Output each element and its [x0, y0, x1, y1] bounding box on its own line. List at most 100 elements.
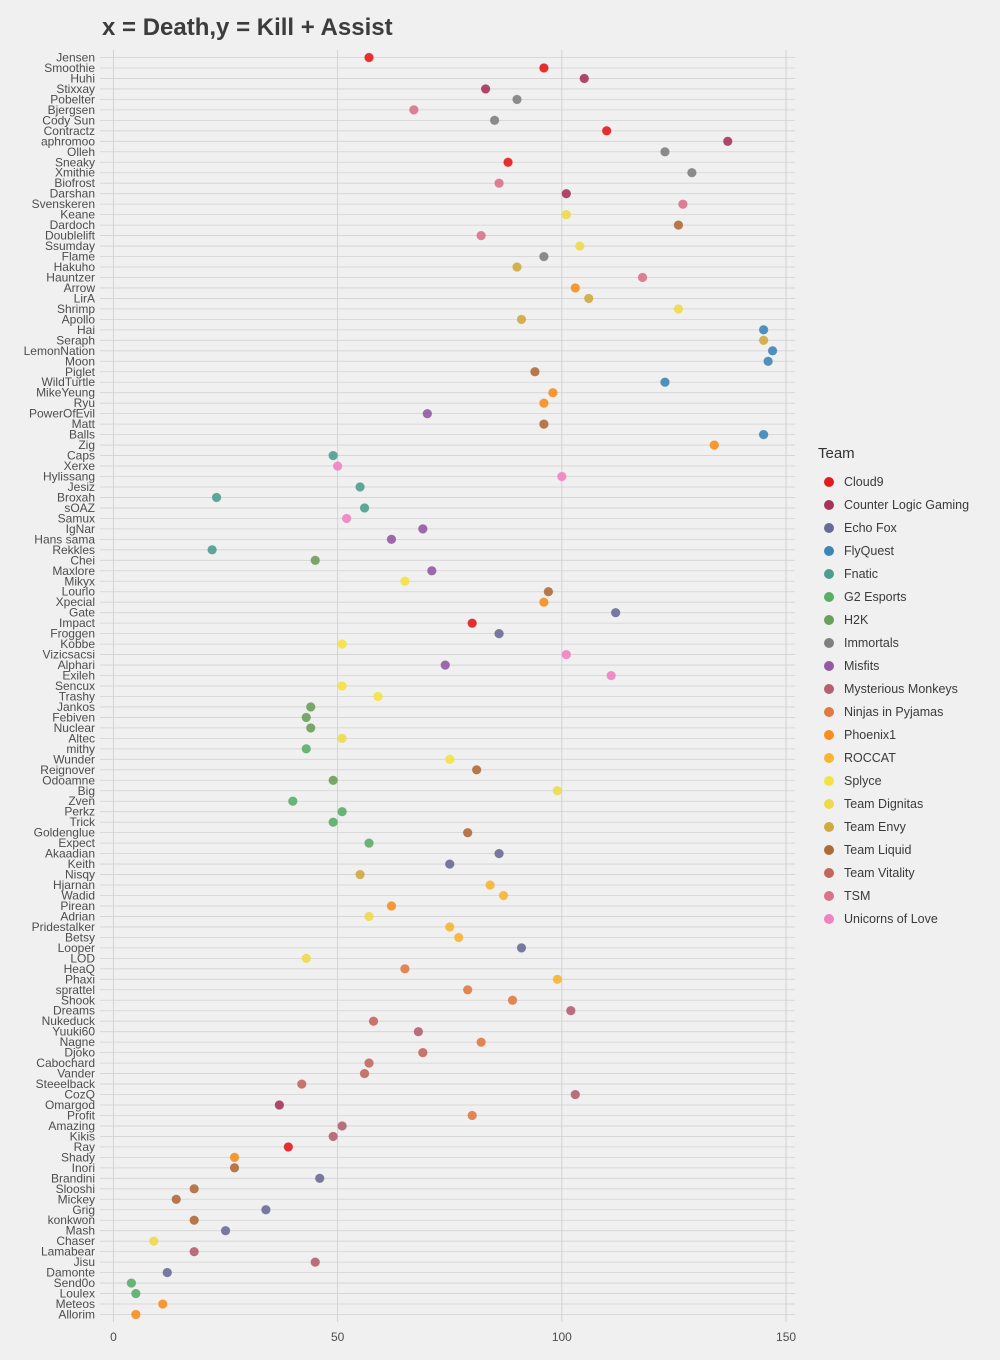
y-tick-label-wadid: Wadid: [61, 889, 95, 903]
y-tick-label-mithy: mithy: [66, 742, 95, 756]
y-tick-label-smoothie: Smoothie: [44, 61, 95, 75]
point-pobelter: [512, 94, 522, 105]
y-tick-label-reignover: Reignover: [40, 763, 95, 777]
point-betsy: [454, 932, 464, 943]
legend-item-immortals: Immortals: [818, 631, 969, 654]
point-lemonnation: [767, 346, 778, 356]
y-tick-label-maxlore: Maxlore: [52, 564, 95, 578]
legend-item-counter-logic-gaming: Counter Logic Gaming: [818, 493, 969, 516]
point-konkwon: [189, 1215, 199, 1225]
y-tick-label-vizicsacsi: Vizicsacsi: [43, 648, 95, 662]
y-tick-label-cabochard: Cabochard: [36, 1056, 95, 1070]
legend-label: Mysterious Monkeys: [844, 681, 958, 696]
legend-label: Team Vitality: [844, 865, 915, 880]
y-tick-label-sneaky: Sneaky: [55, 155, 95, 169]
point-hans-sama: [386, 534, 397, 545]
y-tick-label-wunder: Wunder: [53, 752, 95, 766]
y-tick-label-caps: Caps: [67, 449, 95, 463]
point-mikeyeung: [548, 388, 558, 398]
y-tick-label-zven: Zven: [68, 794, 95, 808]
y-tick-label-lamabear: Lamabear: [41, 1245, 95, 1259]
legend-swatch: [824, 660, 834, 671]
legend-swatch: [824, 775, 834, 786]
legend-label: Team Liquid: [844, 842, 912, 857]
legend-item-phoenix1: Phoenix1: [818, 723, 969, 746]
point-samux: [341, 513, 352, 524]
point-exileh: [606, 670, 616, 681]
point-svenskeren: [678, 199, 688, 209]
y-tick-label-kobbe: Kobbe: [60, 637, 95, 651]
y-tick-label-damonte: Damonte: [46, 1266, 95, 1280]
y-tick-label-steeelback: Steeelback: [36, 1077, 96, 1091]
y-tick-label-exileh: Exileh: [62, 669, 95, 683]
y-tick-label-sprattel: sprattel: [56, 983, 95, 997]
point-ssumday: [575, 241, 585, 251]
point-ignar: [418, 524, 428, 534]
y-tick-label-darshan: Darshan: [50, 187, 95, 201]
y-tick-label-hjarnan: Hjarnan: [53, 878, 95, 892]
legend-item-team-dignitas: Team Dignitas: [818, 792, 969, 815]
point-impact: [467, 618, 477, 628]
legend-item-g2-esports: G2 Esports: [818, 585, 969, 608]
point-akaadian: [494, 848, 504, 859]
point-chei: [310, 555, 320, 566]
point-odoamne: [328, 775, 338, 785]
legend-item-team-vitality: Team Vitality: [818, 861, 969, 884]
point-nuclear: [306, 723, 316, 733]
point-pirean: [386, 901, 397, 911]
y-tick-label-yuuki60: Yuuki60: [52, 1025, 95, 1039]
y-tick-label-pobelter: Pobelter: [50, 92, 95, 106]
y-tick-label-loulex: Loulex: [60, 1287, 95, 1301]
y-tick-label-gate: Gate: [69, 606, 95, 620]
y-tick-label-lira: LirA: [74, 291, 95, 305]
y-tick-label-febiven: Febiven: [52, 710, 95, 724]
point-keane: [561, 209, 572, 220]
legend-label: Team Envy: [844, 819, 906, 834]
point-lourlo: [543, 587, 554, 597]
legend-items: Cloud9 Counter Logic Gaming Echo Fox FlyQue…: [818, 470, 969, 930]
y-tick-label-balls: Balls: [69, 428, 95, 442]
point-froggen: [494, 628, 504, 639]
y-tick-label-goldenglue: Goldenglue: [34, 826, 96, 840]
legend-label: H2K: [844, 612, 869, 627]
point-zven: [288, 796, 298, 806]
legend-item-cloud9: Cloud9: [818, 470, 969, 493]
point-seraph: [758, 335, 769, 346]
legend-label: Immortals: [844, 635, 899, 650]
point-hauntzer: [637, 272, 648, 283]
point-olleh: [660, 147, 670, 157]
y-tick-label-grig: Grig: [72, 1203, 95, 1217]
y-tick-label-keith: Keith: [68, 857, 95, 871]
point-stixxay: [480, 84, 491, 94]
legend-item-mysterious-monkeys: Mysterious Monkeys: [818, 677, 969, 700]
y-tick-label-froggen: Froggen: [50, 627, 95, 641]
point-wunder: [445, 754, 455, 765]
y-tick-label-cody-sun: Cody Sun: [42, 113, 95, 127]
y-tick-label-piglet: Piglet: [65, 365, 96, 379]
point-profit: [467, 1110, 477, 1121]
y-tick-label-altec: Altec: [68, 731, 95, 745]
y-tick-label-dardoch: Dardoch: [50, 218, 95, 232]
x-tick-label: 150: [776, 1330, 796, 1344]
point-mikyx: [400, 576, 410, 586]
point-matt: [539, 419, 549, 429]
point-trashy: [373, 691, 383, 702]
y-tick-label-akaadian: Akaadian: [45, 847, 95, 861]
point-febiven: [301, 712, 311, 723]
y-tick-label-hans-sama: Hans sama: [34, 532, 95, 546]
legend-swatch: [824, 499, 834, 510]
point-keith: [445, 859, 455, 869]
point-slooshi: [189, 1184, 199, 1194]
point-piglet: [530, 367, 540, 377]
y-tick-label-djoko: Djoko: [64, 1046, 95, 1060]
legend-item-ninjas-in-pyjamas: Ninjas in Pyjamas: [818, 700, 969, 723]
point-cozq: [570, 1089, 580, 1100]
point-mithy: [301, 744, 311, 754]
point-mickey: [171, 1194, 181, 1204]
legend-swatch: [824, 729, 834, 740]
legend-swatch: [824, 752, 834, 763]
y-tick-label-apollo: Apollo: [62, 312, 96, 326]
y-tick-label-konkwon: konkwon: [48, 1213, 95, 1227]
legend-item-tsm: TSM: [818, 884, 969, 907]
y-tick-label-mash: Mash: [66, 1224, 95, 1238]
